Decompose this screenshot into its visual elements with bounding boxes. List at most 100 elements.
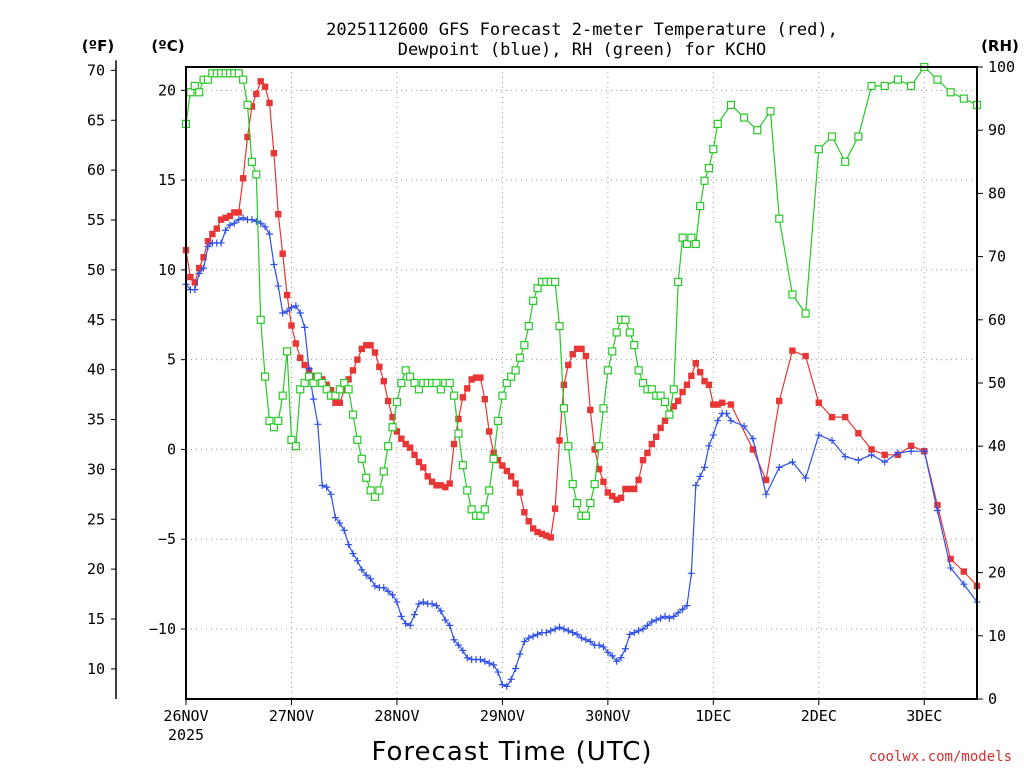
temperature-point [617,494,625,502]
rh-point [551,277,560,286]
rh-point [261,372,270,381]
rh-point [353,435,362,444]
rh-point [502,378,511,388]
rh-point [788,290,797,299]
fahrenheit-tick-label: 30 [87,460,105,478]
temperature-point [631,485,638,493]
dewpoint-point [907,447,915,455]
temperature-point [222,214,229,222]
x-tick-label: 2DEC [801,707,837,725]
temperature-point [481,395,489,403]
rh-point [401,366,410,375]
dewpoint-point [309,395,317,403]
temperature-point [565,361,572,369]
rh-point [687,233,696,242]
temperature-point [257,78,264,85]
rh-tick-label: 80 [988,184,1006,202]
temperature-point [191,279,198,286]
temperature-point [591,446,598,453]
dewpoint-point [432,602,440,610]
temperature-point [376,363,383,371]
dewpoint-point [318,481,326,489]
rh-point [476,511,485,520]
temperature-point [543,532,550,539]
temperature-point [231,209,238,216]
temperature-point [292,340,300,347]
temperature-point [582,352,590,360]
dewpoint-point [687,569,695,577]
temperature-point [283,291,291,299]
temperature-point [358,345,365,353]
temperature-point [195,264,203,272]
rh-point [379,467,388,476]
rh-axis-unit: (RH) [981,37,1019,55]
dewpoint-point [200,264,208,272]
dewpoint-point [340,526,348,534]
dewpoint-point [274,282,282,290]
fahrenheit-tick-label: 40 [87,361,105,379]
temperature-point [855,430,862,437]
dewpoint-point [661,612,669,620]
dewpoint-point [494,668,502,676]
dewpoint-point [397,612,405,620]
dewpoint-point [868,451,876,459]
dewpoint-point [248,216,256,224]
dewpoint-point [727,417,735,425]
rh-tick-label: 20 [988,564,1006,582]
temperature-point [217,216,225,223]
rh-point [691,239,700,249]
rh-point [524,322,533,331]
temperature-point [521,509,528,516]
dewpoint-point [402,620,410,628]
dewpoint-point [371,582,379,590]
temperature-point [529,525,537,532]
rh-point [603,366,612,375]
rh-point [296,385,305,394]
rh-point [432,378,441,388]
rh-point [573,498,582,508]
series-temperature [182,78,981,590]
rh-point [252,170,261,179]
rh-tick-label: 90 [988,121,1006,139]
temperature-point [248,103,256,110]
rh-point [278,391,287,400]
dewpoint-point [920,447,928,455]
dewpoint-point [252,217,260,225]
dewpoint-point [239,214,247,222]
rh-point [594,442,604,451]
dewpoint-point [380,584,388,592]
temperature-point [705,381,713,388]
temperature-point [402,440,409,448]
fahrenheit-tick-label: 15 [87,610,105,628]
rh-point [946,88,955,97]
temperature-point [420,464,427,471]
rh-point [827,132,837,141]
x-tick-label: 28NOV [374,707,419,725]
rh-point [256,315,265,324]
dewpoint-point [547,627,555,635]
dewpoint-point [599,643,607,651]
rh-point [867,81,876,91]
rh-point [599,404,608,413]
dewpoint-point [947,564,955,572]
dewpoint-point [270,261,278,268]
rh-point [678,233,687,242]
dewpoint-point [670,612,678,620]
temperature-point [437,482,445,489]
rh-point [638,378,648,388]
series-relative-humidity [181,62,982,520]
temperature-point [336,399,344,406]
temperature-point [551,505,559,512]
dewpoint-point [788,458,796,466]
dewpoint-point [723,410,731,418]
celsius-axis-unit: (ºC) [151,37,184,55]
rh-point [612,328,621,337]
rh-point [634,366,643,375]
x-tick-label: 30NOV [585,707,630,725]
temperature-point [578,345,585,353]
dewpoint-point [613,657,621,665]
fahrenheit-tick-label: 25 [87,510,105,528]
temperature-point [187,273,194,281]
dewpoint-point [701,463,709,471]
